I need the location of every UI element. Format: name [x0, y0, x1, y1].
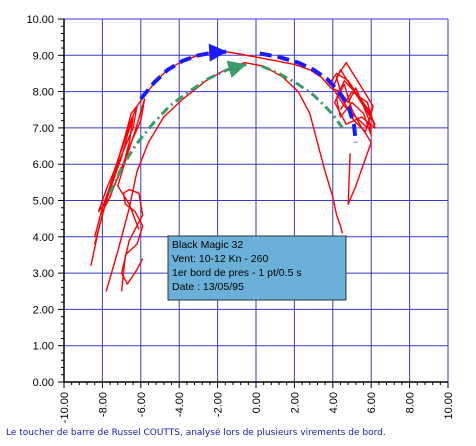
series-line-5: [328, 61, 376, 133]
x-tick-label: 2.00: [289, 392, 301, 413]
info-box-background: [167, 235, 347, 301]
figure-caption: Le toucher de barre de Russel COUTTS, an…: [6, 428, 386, 438]
y-tick-label: 1.00: [33, 341, 54, 353]
info-box: Black Magic 32 Vent: 10-12 Kn - 260 1er …: [167, 235, 347, 301]
x-tick-label: -2.00: [213, 392, 225, 417]
chart-grid: [63, 18, 449, 383]
x-tick-label: -6.00: [136, 392, 148, 417]
info-line-3: 1er bord de pres - 1 pt/0.5 s: [172, 267, 302, 279]
y-tick-label: 9.00: [33, 50, 54, 62]
series-line-4: [120, 188, 144, 292]
series-line-2: [105, 61, 344, 292]
x-tick-label: 8.00: [405, 392, 417, 413]
chart-axes: [58, 18, 449, 388]
x-tick-label: -4.00: [174, 392, 186, 417]
y-tick-label: 2.00: [33, 304, 54, 316]
series-line-6: [139, 49, 228, 101]
y-tick-label: 6.00: [33, 159, 54, 171]
x-tick-label: -8.00: [97, 392, 109, 417]
y-tick-label: 10.00: [26, 14, 54, 26]
y-tick-label: 3.00: [33, 268, 54, 280]
y-tick-label: 4.00: [33, 232, 54, 244]
y-tick-label: 7.00: [33, 123, 54, 135]
series-arrowhead-8: [226, 60, 247, 78]
info-line-4: Date : 13/05/95: [172, 281, 244, 293]
series-line-8: [108, 62, 247, 194]
y-tick-label: 5.00: [33, 196, 54, 208]
data-traces: [90, 43, 376, 292]
y-tick-label: 0.00: [33, 377, 54, 389]
y-tick-label: 8.00: [33, 87, 54, 99]
x-tick-label: 6.00: [366, 392, 378, 413]
info-line-2: Vent: 10-12 Kn - 260: [172, 253, 268, 265]
series-line-7: [259, 51, 358, 143]
series-line-9: [261, 64, 344, 129]
x-tick-label: 0.00: [251, 392, 263, 413]
series-arrowhead-6: [208, 43, 228, 62]
tick-labels: 0.00 1.00 2.00 3.00 4.00 5.00 6.00 7.00 8.00 9.00…: [26, 14, 455, 423]
info-line-1: Black Magic 32: [172, 239, 243, 251]
series-line-3: [90, 98, 146, 266]
x-tick-label: 10.00: [443, 392, 455, 420]
x-tick-label: 4.00: [328, 392, 340, 413]
x-tick-label: -10.00: [59, 392, 71, 423]
polar-chart: 0.00 1.00 2.00 3.00 4.00 5.00 6.00 7.00 8.00 9.00…: [26, 14, 455, 423]
